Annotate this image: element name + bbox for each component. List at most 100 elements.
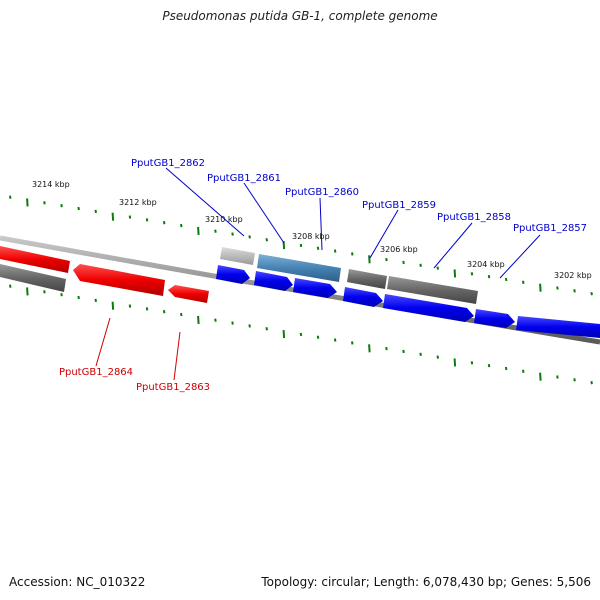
minor-tick xyxy=(248,324,251,328)
gene-gray-left xyxy=(0,264,66,292)
major-tick xyxy=(539,283,542,292)
minor-tick xyxy=(77,295,80,300)
minor-tick xyxy=(60,293,63,297)
gene-label-pputgb1-2863[interactable]: PputGB1_2863 xyxy=(136,382,210,393)
major-tick xyxy=(111,301,115,310)
minor-tick xyxy=(402,260,405,265)
gene-blue-5[interactable] xyxy=(383,294,474,322)
minor-tick xyxy=(436,355,439,359)
scale-label: 3214 kbp xyxy=(32,180,70,189)
minor-tick xyxy=(128,304,132,308)
accession-text: Accession: NC_010322 xyxy=(9,575,146,589)
gene-blue-6[interactable] xyxy=(474,309,515,328)
minor-tick xyxy=(94,209,97,214)
minor-tick xyxy=(522,280,525,284)
minor-tick xyxy=(590,292,593,296)
minor-tick xyxy=(385,346,388,351)
gene-blue-1[interactable] xyxy=(216,265,250,284)
minor-tick xyxy=(231,232,234,236)
minor-tick xyxy=(9,284,12,288)
gene-blue-2[interactable] xyxy=(254,271,293,291)
minor-tick xyxy=(556,286,559,290)
minor-tick xyxy=(214,318,217,322)
minor-tick xyxy=(402,349,405,354)
minor-tick xyxy=(316,246,320,250)
minor-tick xyxy=(316,335,320,339)
minor-tick xyxy=(162,221,166,225)
gene-pputgb1-2862[interactable] xyxy=(220,247,255,265)
major-tick xyxy=(453,358,457,367)
major-tick xyxy=(368,255,371,264)
minor-tick xyxy=(9,195,12,199)
major-tick xyxy=(282,330,286,339)
scale-label: 3202 kbp xyxy=(554,271,592,280)
minor-tick xyxy=(180,312,183,317)
gene-blue-4[interactable] xyxy=(343,287,383,307)
minor-tick xyxy=(470,272,474,276)
minor-tick xyxy=(419,263,422,267)
label-callouts xyxy=(95,167,541,381)
minor-tick xyxy=(265,238,268,242)
minor-tick xyxy=(504,277,508,282)
minor-tick xyxy=(385,257,388,262)
major-tick xyxy=(539,372,542,381)
gene-red-1 xyxy=(0,246,70,273)
gene-label-pputgb1-2864[interactable]: PputGB1_2864 xyxy=(59,367,133,378)
scale-labels: 3214 kbp 3212 kbp 3210 kbp 3208 kbp 3206 kbp… xyxy=(32,180,592,280)
minor-tick xyxy=(180,223,183,228)
minor-tick xyxy=(470,361,474,365)
scale-label: 3210 kbp xyxy=(205,215,243,224)
scale-ticks-inner xyxy=(9,284,593,385)
gene-label-pputgb1-2857[interactable]: PputGB1_2857 xyxy=(513,223,587,234)
map-title: Pseudomonas putida GB-1, complete genome xyxy=(162,9,438,23)
minor-tick xyxy=(487,363,491,368)
minor-tick xyxy=(487,274,491,279)
scale-ticks-outer xyxy=(9,195,593,296)
gene-blue-3[interactable] xyxy=(293,278,337,298)
minor-tick xyxy=(419,352,422,356)
gene-features xyxy=(0,246,600,338)
scale-label: 3212 kbp xyxy=(119,198,157,207)
gene-pputgb1-2864[interactable] xyxy=(73,264,165,296)
minor-tick xyxy=(214,229,217,233)
gene-label-pputgb1-2860[interactable]: PputGB1_2860 xyxy=(285,187,359,198)
gene-gray-2859[interactable] xyxy=(347,269,387,289)
gene-pputgb1-2863[interactable] xyxy=(168,285,209,303)
minor-tick xyxy=(504,366,508,371)
gene-label-pputgb1-2862[interactable]: PputGB1_2862 xyxy=(131,158,205,169)
minor-tick xyxy=(556,375,559,379)
scale-label: 3204 kbp xyxy=(467,260,505,269)
gene-pputgb1-2861[interactable] xyxy=(257,254,341,282)
minor-tick xyxy=(333,338,337,342)
minor-tick xyxy=(299,243,303,248)
minor-tick xyxy=(351,252,354,256)
minor-tick xyxy=(522,369,525,373)
gene-labels: PputGB1_2862 PputGB1_2861 PputGB1_2860 P… xyxy=(59,158,587,393)
minor-tick xyxy=(265,327,268,331)
minor-tick xyxy=(299,332,303,337)
major-tick xyxy=(453,269,457,278)
scale-label: 3206 kbp xyxy=(380,245,418,254)
gene-gray-2858[interactable] xyxy=(387,276,478,304)
gene-blue-7[interactable] xyxy=(516,316,600,338)
minor-tick xyxy=(145,218,149,222)
minor-tick xyxy=(77,206,80,211)
minor-tick xyxy=(573,289,576,293)
major-tick xyxy=(197,226,200,235)
gene-label-pputgb1-2861[interactable]: PputGB1_2861 xyxy=(207,173,281,184)
minor-tick xyxy=(162,310,166,314)
minor-tick xyxy=(94,298,97,303)
minor-tick xyxy=(145,307,149,311)
major-tick xyxy=(197,315,200,324)
minor-tick xyxy=(128,215,132,219)
major-tick xyxy=(111,212,115,221)
minor-tick xyxy=(231,321,234,325)
major-tick xyxy=(368,344,371,353)
minor-tick xyxy=(60,204,63,208)
minor-tick xyxy=(573,378,576,382)
minor-tick xyxy=(351,341,354,345)
minor-tick xyxy=(590,381,593,385)
gene-label-pputgb1-2858[interactable]: PputGB1_2858 xyxy=(437,212,511,223)
gene-label-pputgb1-2859[interactable]: PputGB1_2859 xyxy=(362,200,436,211)
